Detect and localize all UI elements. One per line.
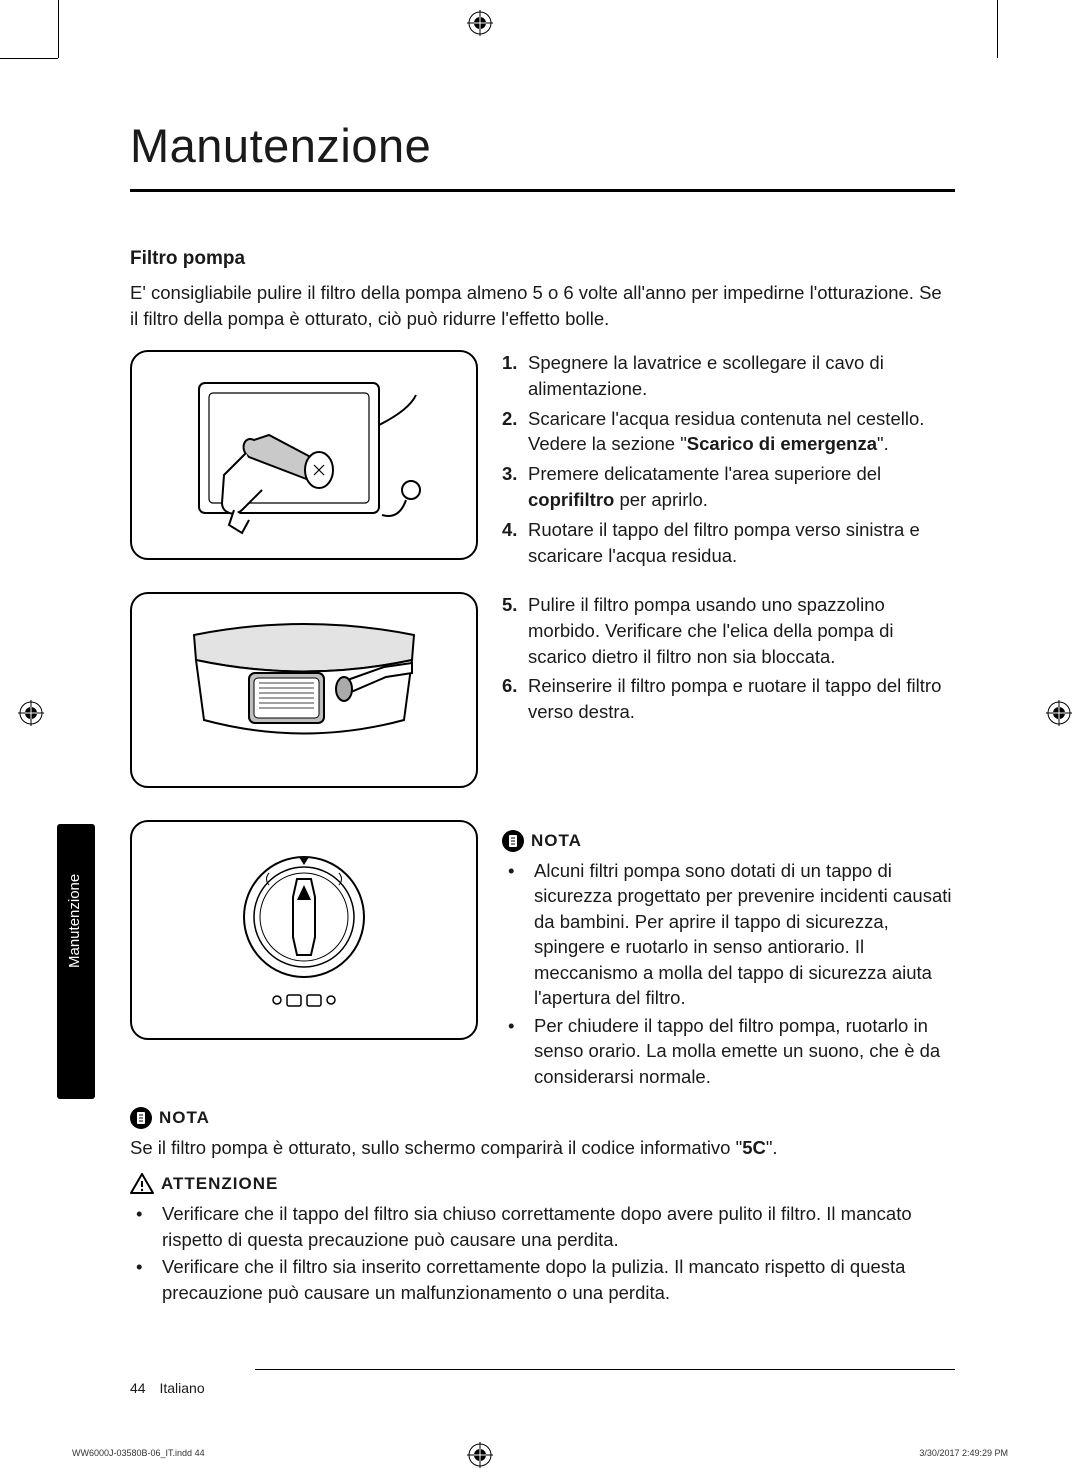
registration-mark-icon (1046, 700, 1072, 726)
figure-1 (130, 350, 478, 560)
page-title: Manutenzione (130, 118, 955, 173)
steps-col-1: 1.Spegnere la lavatrice e scollegare il … (502, 350, 955, 582)
nota-list-c: Alcuni filtri pompa sono dotati di un ta… (502, 858, 955, 1090)
section-title: Filtro pompa (130, 248, 955, 270)
print-timestamp: 3/30/2017 2:49:29 PM (919, 1448, 1008, 1458)
attention-header: ATTENZIONE (130, 1173, 955, 1195)
figure-col (130, 350, 478, 582)
note-icon (502, 830, 524, 852)
warning-icon (130, 1173, 154, 1195)
step-item: 4.Ruotare il tappo del filtro pompa vers… (502, 517, 955, 569)
nota-full-text: Se il filtro pompa è otturato, sullo sch… (130, 1135, 955, 1161)
attention-text: Verificare che il tappo del filtro sia c… (162, 1201, 955, 1252)
nota-header-2: NOTA (130, 1107, 955, 1129)
crop-mark (58, 0, 59, 58)
intro-text: E' consigliabile pulire il filtro della … (130, 280, 955, 332)
nota-full-bold: 5C (742, 1137, 766, 1158)
step-text: Spegnere la lavatrice e scollegare il ca… (528, 350, 955, 402)
step-item: 6.Reinserire il filtro pompa e ruotare i… (502, 673, 955, 725)
row-2: 5.Pulire il filtro pompa usando uno spaz… (130, 592, 955, 810)
figure-2 (130, 592, 478, 788)
nota-col: NOTA Alcuni filtri pompa sono dotati di … (502, 820, 955, 1092)
step-item: 3.Premere delicatamente l'area superiore… (502, 461, 955, 513)
step-number: 5. (502, 592, 528, 670)
step-text: Ruotare il tappo del filtro pompa verso … (528, 517, 955, 569)
page-language: Italiano (159, 1380, 204, 1396)
nota-label: NOTA (159, 1108, 210, 1128)
step-text: Pulire il filtro pompa usando uno spazzo… (528, 592, 955, 670)
note-icon (130, 1107, 152, 1129)
footer: 44 Italiano (130, 1369, 955, 1396)
steps-list-a: 1.Spegnere la lavatrice e scollegare il … (502, 350, 955, 569)
pump-filter-clean-illustration (154, 605, 454, 775)
step-number: 4. (502, 517, 528, 569)
attention-text: Verificare che il filtro sia inserito co… (162, 1254, 955, 1305)
nota-text: Alcuni filtri pompa sono dotati di un ta… (534, 858, 955, 1011)
figure-col (130, 820, 478, 1092)
registration-mark-icon (467, 10, 493, 36)
crop-mark (0, 58, 58, 59)
nota-full-post: ". (766, 1137, 778, 1158)
page: Manutenzione Filtro pompa E' consigliabi… (0, 0, 1080, 1476)
bullet-icon (130, 1254, 162, 1305)
filter-cap-illustration (219, 835, 389, 1025)
step-text: Reinserire il filtro pompa e ruotare il … (528, 673, 955, 725)
attention-list: Verificare che il tappo del filtro sia c… (130, 1201, 955, 1305)
crop-mark (997, 0, 998, 58)
nota-item: Alcuni filtri pompa sono dotati di un ta… (502, 858, 955, 1011)
registration-mark-icon (18, 700, 44, 726)
step-text: Scaricare l'acqua residua contenuta nel … (528, 406, 955, 458)
attention-label: ATTENZIONE (161, 1174, 278, 1194)
steps-col-2: 5.Pulire il filtro pompa usando uno spaz… (502, 592, 955, 810)
nota-header: NOTA (502, 830, 955, 852)
step-number: 2. (502, 406, 528, 458)
pump-filter-door-illustration (154, 365, 454, 545)
step-item: 5.Pulire il filtro pompa usando uno spaz… (502, 592, 955, 670)
page-number: 44 (130, 1380, 146, 1396)
step-item: 2.Scaricare l'acqua residua contenuta ne… (502, 406, 955, 458)
step-number: 3. (502, 461, 528, 513)
nota-item: Per chiudere il tappo del filtro pompa, … (502, 1013, 955, 1090)
figure-3 (130, 820, 478, 1040)
bullet-icon (502, 858, 534, 1011)
step-number: 1. (502, 350, 528, 402)
footer-text: 44 Italiano (130, 1380, 955, 1396)
nota-text: Per chiudere il tappo del filtro pompa, … (534, 1013, 955, 1090)
figure-col (130, 592, 478, 810)
steps-list-b: 5.Pulire il filtro pompa usando uno spaz… (502, 592, 955, 725)
nota-label: NOTA (531, 831, 582, 851)
print-footer: WW6000J-03580B-06_IT.indd 44 3/30/2017 2… (72, 1448, 1008, 1458)
print-file: WW6000J-03580B-06_IT.indd 44 (72, 1448, 205, 1458)
nota-full-pre: Se il filtro pompa è otturato, sullo sch… (130, 1137, 742, 1158)
content-area: Manutenzione Filtro pompa E' consigliabi… (130, 118, 955, 1307)
title-rule (130, 189, 955, 192)
footer-rule (255, 1369, 955, 1370)
attention-item: Verificare che il filtro sia inserito co… (130, 1254, 955, 1305)
step-item: 1.Spegnere la lavatrice e scollegare il … (502, 350, 955, 402)
nota-full-section: NOTA Se il filtro pompa è otturato, sull… (130, 1107, 955, 1305)
step-text: Premere delicatamente l'area superiore d… (528, 461, 955, 513)
row-1: 1.Spegnere la lavatrice e scollegare il … (130, 350, 955, 582)
row-3: NOTA Alcuni filtri pompa sono dotati di … (130, 820, 955, 1092)
bullet-icon (502, 1013, 534, 1090)
attention-item: Verificare che il tappo del filtro sia c… (130, 1201, 955, 1252)
side-tab-text: Manutenzione (66, 874, 83, 968)
step-number: 6. (502, 673, 528, 725)
bullet-icon (130, 1201, 162, 1252)
